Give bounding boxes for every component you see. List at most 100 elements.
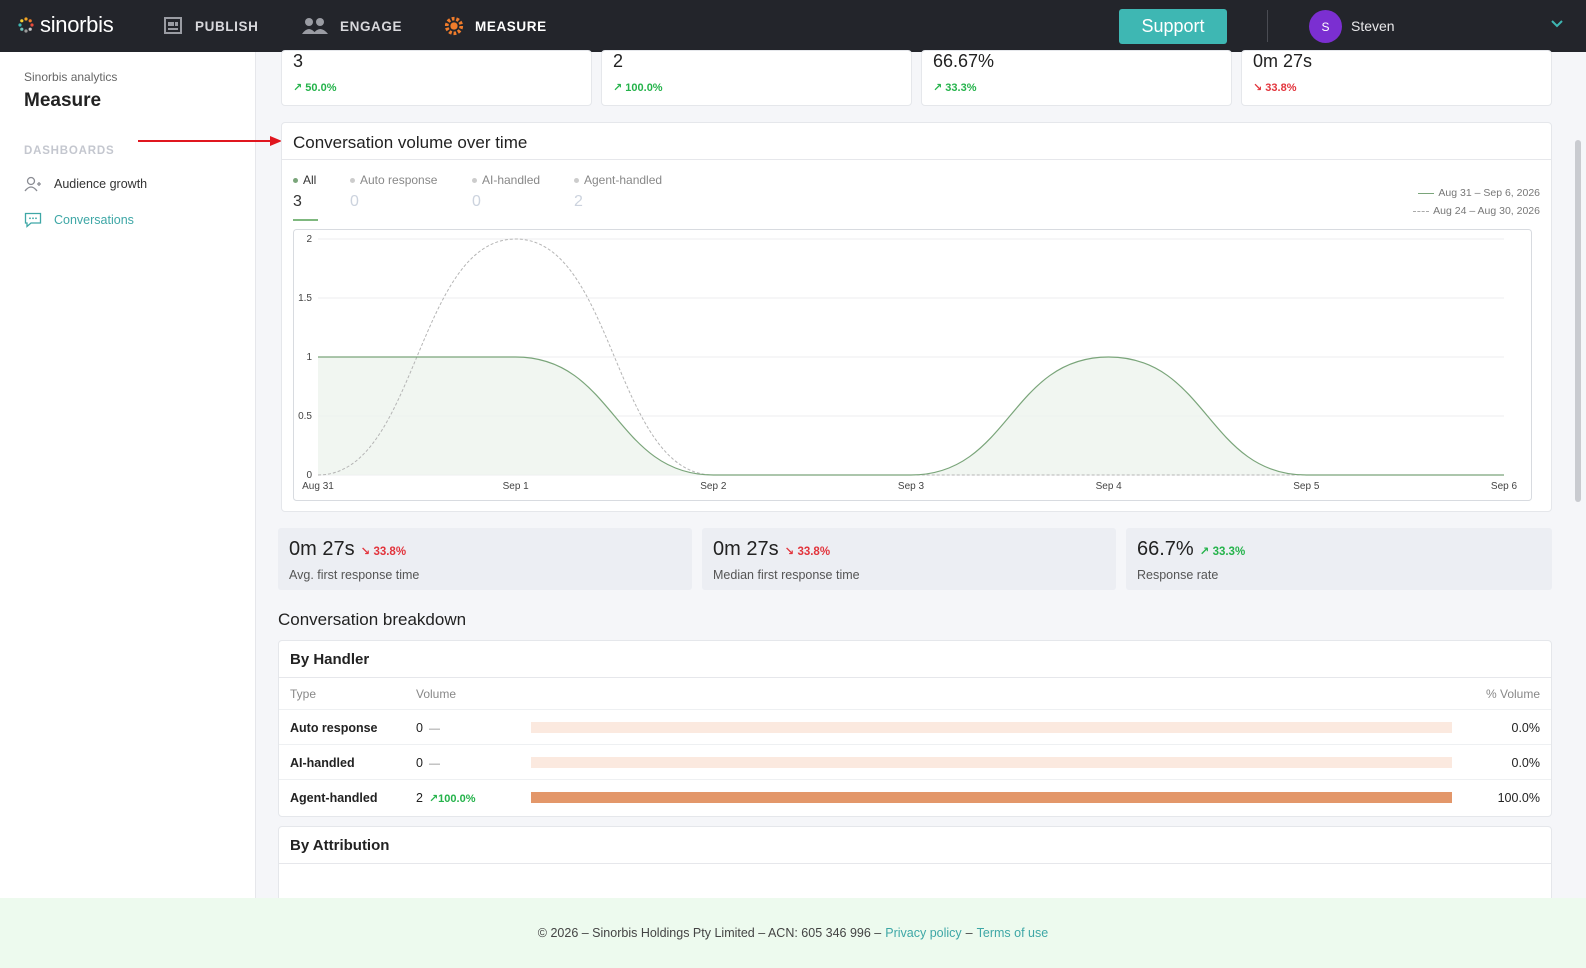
- stat-value: 0m 27s ↘ 33.8%: [289, 538, 407, 560]
- column-header-pct-volume[interactable]: % Volume: [1485, 687, 1540, 701]
- row-type: AI-handled: [290, 756, 355, 770]
- scrollbar[interactable]: [1575, 140, 1581, 502]
- sidebar-item-audience-growth[interactable]: Audience growth: [24, 176, 147, 192]
- tab-ai-handled[interactable]: AI-handled: [472, 173, 540, 187]
- x-tick-label: Sep 1: [503, 481, 530, 492]
- x-tick-label: Sep 5: [1293, 481, 1320, 492]
- y-tick-label: 0.5: [298, 411, 312, 422]
- kpi-delta: ↘ 33.8%: [1253, 82, 1297, 94]
- x-tick-label: Sep 4: [1096, 481, 1123, 492]
- nav-publish[interactable]: PUBLISH: [163, 0, 258, 52]
- publish-icon: [164, 17, 182, 34]
- measure-icon: [444, 16, 464, 36]
- legend-previous-period: Aug 24 – Aug 30, 2026: [1413, 205, 1540, 217]
- by-handler-title: By Handler: [290, 651, 370, 668]
- divider: [282, 159, 1551, 160]
- active-tab-indicator: [293, 219, 318, 221]
- divider: [279, 677, 1551, 678]
- nav-measure[interactable]: MEASURE: [443, 0, 547, 52]
- by-attribution-card: By Attribution: [278, 826, 1552, 906]
- volume-chart: 0 0.5 1 1.5 2 Aug 31 Sep 1 Sep 2 Sep 3 Sep 4 Sep 5…: [293, 229, 1532, 501]
- terms-of-use-link[interactable]: Terms of use: [976, 926, 1049, 940]
- x-tick-label: Sep 2: [700, 481, 727, 492]
- nav-engage-label: ENGAGE: [340, 18, 403, 34]
- y-tick-label: 1: [306, 352, 312, 363]
- nav-measure-label: MEASURE: [475, 18, 547, 34]
- kpi-card: 0m 27s ↘ 33.8%: [1241, 50, 1552, 106]
- privacy-policy-link[interactable]: Privacy policy: [885, 926, 962, 940]
- legend-current-period: Aug 31 – Sep 6, 2026: [1418, 187, 1540, 199]
- y-tick-label: 1.5: [298, 293, 312, 304]
- brand-name: sinorbis: [40, 12, 114, 37]
- row-pct-volume: 0.0%: [1511, 756, 1541, 770]
- sidebar: Sinorbis analytics Measure DASHBOARDS Au…: [0, 52, 256, 898]
- kpi-delta: ↗ 50.0%: [293, 82, 337, 94]
- sidebar-section-label: DASHBOARDS: [24, 145, 115, 157]
- support-button[interactable]: Support: [1119, 9, 1227, 44]
- breakdown-title: Conversation breakdown: [278, 610, 467, 629]
- row-type: Agent-handled: [290, 791, 378, 805]
- conversations-icon: [24, 212, 42, 228]
- kpi-value: 66.67%: [933, 51, 995, 71]
- row-pct-volume: 100.0%: [1497, 791, 1540, 805]
- tab-auto-response-value: 0: [350, 193, 359, 210]
- stat-card-median-first-response: 0m 27s ↘ 33.8% Median first response time: [702, 528, 1116, 590]
- row-volume: 2 ↗100.0%: [416, 791, 476, 805]
- row-volume: 0—: [416, 721, 440, 735]
- row-volume: 0—: [416, 756, 440, 770]
- stat-value: 0m 27s ↘ 33.8%: [713, 538, 831, 560]
- tab-all[interactable]: All: [293, 173, 316, 187]
- stat-label: Median first response time: [713, 568, 860, 582]
- sidebar-item-label: Conversations: [54, 213, 134, 227]
- x-tick-label: Aug 31: [302, 481, 334, 492]
- x-tick-label: Sep 6: [1491, 481, 1518, 492]
- y-tick-label: 0: [306, 470, 312, 481]
- column-header-type[interactable]: Type: [290, 687, 317, 701]
- chart-title: Conversation volume over time: [293, 133, 528, 152]
- stat-label: Response rate: [1137, 568, 1219, 582]
- volume-bar: [531, 722, 1452, 733]
- table-row: Auto response 0— 0.0%: [279, 709, 1551, 744]
- nav-engage[interactable]: ENGAGE: [300, 0, 402, 52]
- kpi-value: 0m 27s: [1253, 51, 1313, 71]
- x-tick-label: Sep 3: [898, 481, 925, 492]
- column-header-volume[interactable]: Volume: [416, 687, 457, 701]
- kpi-delta: ↗ 33.3%: [933, 82, 977, 94]
- kpi-card: 66.67% ↗ 33.3%: [921, 50, 1232, 106]
- kpi-delta: ↗ 100.0%: [613, 82, 663, 94]
- row-type: Auto response: [290, 721, 378, 735]
- sinorbis-logo[interactable]: sinorbis: [18, 12, 114, 38]
- nav-publish-label: PUBLISH: [195, 18, 259, 34]
- footer-copyright: © 2026 – Sinorbis Holdings Pty Limited –…: [537, 926, 882, 940]
- table-row: Agent-handled 2 ↗100.0% 100.0%: [279, 779, 1551, 814]
- user-avatar[interactable]: S: [1309, 10, 1342, 43]
- by-attribution-title: By Attribution: [290, 837, 390, 854]
- kpi-card: 3 ↗ 50.0%: [281, 50, 592, 106]
- nav-divider: [1267, 10, 1268, 42]
- conversation-volume-card: Conversation volume over time All 3 Auto…: [281, 122, 1552, 512]
- footer: © 2026 – Sinorbis Holdings Pty Limited –…: [0, 898, 1586, 968]
- stat-label: Avg. first response time: [289, 568, 420, 582]
- kpi-value: 2: [613, 51, 624, 71]
- tab-ai-handled-value: 0: [472, 193, 481, 210]
- row-pct-volume: 0.0%: [1511, 721, 1541, 735]
- sidebar-title: Measure: [24, 90, 102, 111]
- stat-card-response-rate: 66.7% ↗ 33.3% Response rate: [1126, 528, 1552, 590]
- chevron-down-icon[interactable]: [1550, 19, 1564, 29]
- divider: [279, 863, 1551, 864]
- series-area-current: [318, 357, 1504, 475]
- volume-bar: [531, 792, 1452, 803]
- y-tick-label: 2: [306, 234, 312, 245]
- volume-bar: [531, 757, 1452, 768]
- tab-auto-response[interactable]: Auto response: [350, 173, 437, 187]
- annotation-arrow-icon: [138, 136, 282, 146]
- sidebar-item-conversations[interactable]: Conversations: [24, 212, 134, 228]
- by-handler-card: By Handler Type Volume % Volume Auto res…: [278, 640, 1552, 817]
- audience-icon: [24, 176, 41, 192]
- footer-separator: –: [965, 926, 973, 940]
- tab-agent-handled[interactable]: Agent-handled: [574, 173, 662, 187]
- user-name[interactable]: Steven: [1351, 18, 1395, 34]
- stat-value: 66.7% ↗ 33.3%: [1137, 538, 1246, 560]
- kpi-card: 2 ↗ 100.0%: [601, 50, 912, 106]
- logo-mark-icon: [18, 17, 34, 33]
